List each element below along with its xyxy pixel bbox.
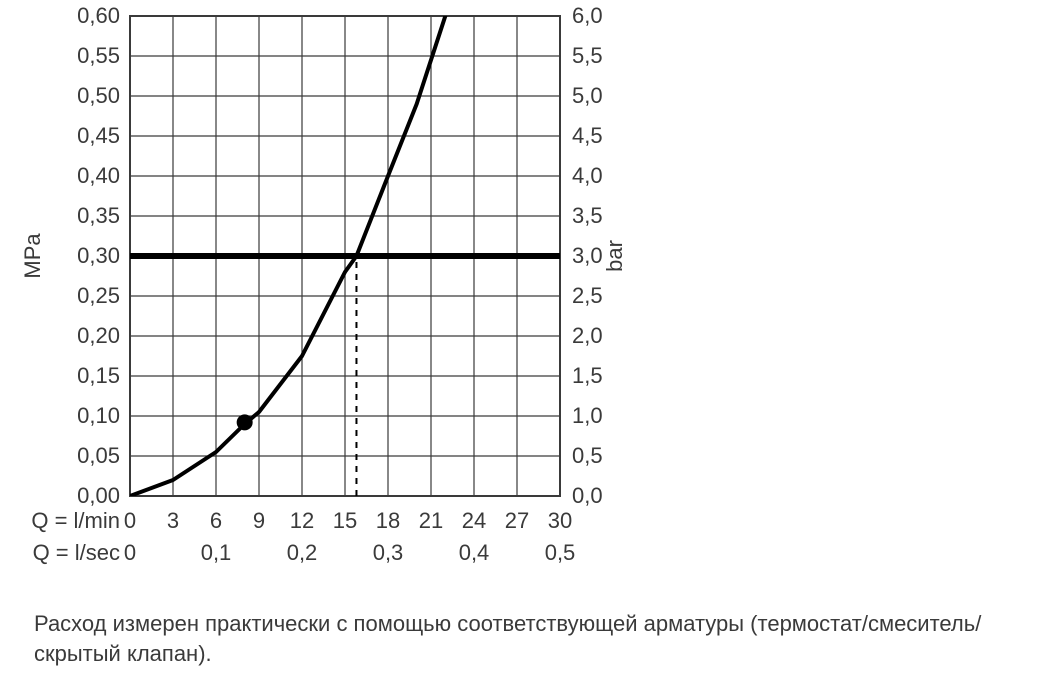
xtick-row1-label: 18 — [376, 508, 400, 533]
xtick-row1-label: 3 — [167, 508, 179, 533]
ytick-right-label: 3,5 — [572, 203, 603, 228]
ytick-left-label: 0,50 — [77, 83, 120, 108]
y-right-axis-title: bar — [602, 240, 627, 272]
x-row1-label: Q = l/min — [31, 508, 120, 533]
flow-pressure-chart: 0,000,050,100,150,200,250,300,350,400,45… — [0, 0, 700, 600]
ytick-right-label: 4,5 — [572, 123, 603, 148]
xtick-row2-label: 0,4 — [459, 540, 490, 565]
caption-text: Расход измерен практически с помощью соо… — [34, 609, 1024, 668]
xtick-row2-label: 0 — [124, 540, 136, 565]
ytick-right-label: 0,5 — [572, 443, 603, 468]
ytick-right-label: 3,0 — [572, 243, 603, 268]
ytick-left-label: 0,05 — [77, 443, 120, 468]
ytick-left-label: 0,35 — [77, 203, 120, 228]
xtick-row2-label: 0,3 — [373, 540, 404, 565]
ytick-left-label: 0,15 — [77, 363, 120, 388]
ytick-left-label: 0,45 — [77, 123, 120, 148]
ytick-right-label: 0,0 — [572, 483, 603, 508]
ytick-left-label: 0,60 — [77, 3, 120, 28]
xtick-row1-label: 9 — [253, 508, 265, 533]
xtick-row1-label: 21 — [419, 508, 443, 533]
ytick-left-label: 0,20 — [77, 323, 120, 348]
x-row2-label: Q = l/sec — [33, 540, 120, 565]
ytick-left-label: 0,25 — [77, 283, 120, 308]
ytick-left-label: 0,55 — [77, 43, 120, 68]
xtick-row1-label: 30 — [548, 508, 572, 533]
ytick-right-label: 5,0 — [572, 83, 603, 108]
ytick-right-label: 2,5 — [572, 283, 603, 308]
y-left-axis-title: MPa — [20, 233, 45, 279]
ytick-right-label: 4,0 — [572, 163, 603, 188]
xtick-row2-label: 0,5 — [545, 540, 576, 565]
xtick-row2-label: 0,2 — [287, 540, 318, 565]
ytick-left-label: 0,00 — [77, 483, 120, 508]
ytick-right-label: 1,0 — [572, 403, 603, 428]
xtick-row1-label: 24 — [462, 508, 486, 533]
xtick-row2-label: 0,1 — [201, 540, 232, 565]
ytick-right-label: 1,5 — [572, 363, 603, 388]
ytick-left-label: 0,30 — [77, 243, 120, 268]
marker-dot — [237, 414, 253, 430]
xtick-row1-label: 0 — [124, 508, 136, 533]
ytick-right-label: 5,5 — [572, 43, 603, 68]
page: 0,000,050,100,150,200,250,300,350,400,45… — [0, 0, 1059, 675]
xtick-row1-label: 6 — [210, 508, 222, 533]
ytick-left-label: 0,10 — [77, 403, 120, 428]
xtick-row1-label: 12 — [290, 508, 314, 533]
ytick-right-label: 2,0 — [572, 323, 603, 348]
xtick-row1-label: 15 — [333, 508, 357, 533]
ytick-left-label: 0,40 — [77, 163, 120, 188]
ytick-right-label: 6,0 — [572, 3, 603, 28]
xtick-row1-label: 27 — [505, 508, 529, 533]
